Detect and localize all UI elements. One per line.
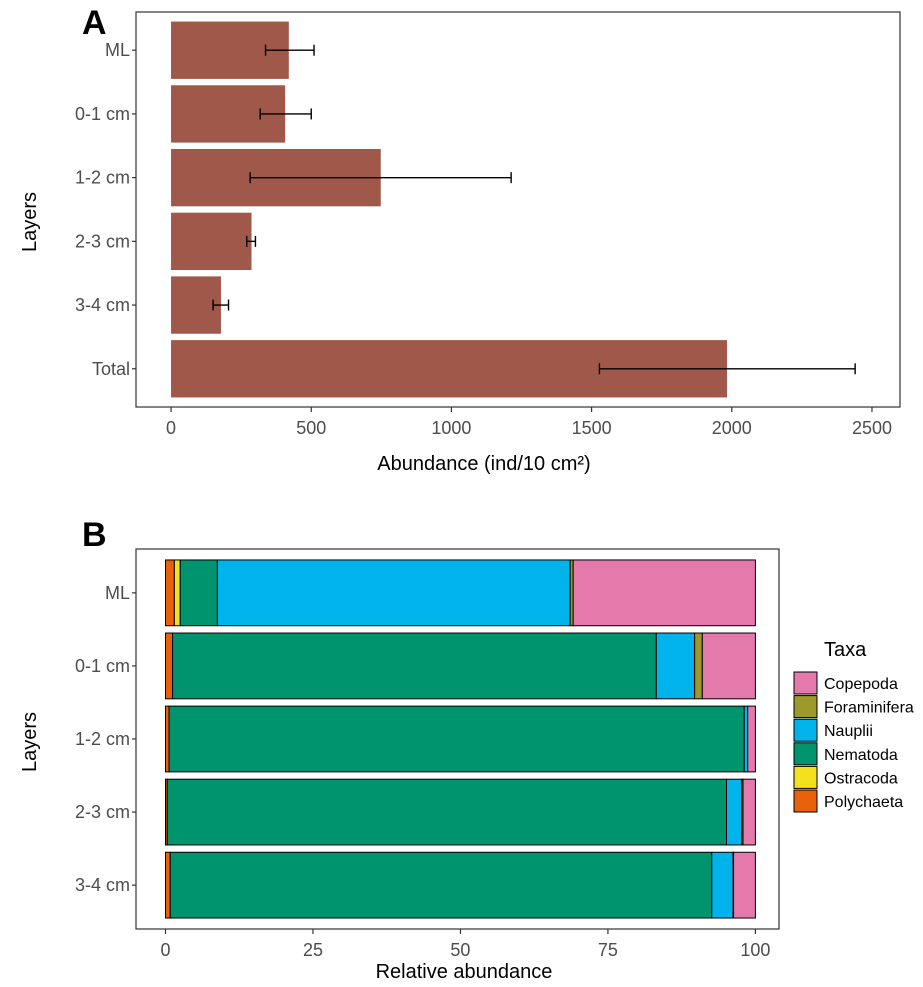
x-axis-title-a: Abundance (ind/10 cm²) [377, 453, 590, 475]
legend-label-polychaeta: Polychaeta [824, 794, 903, 811]
segment-polychaeta [164, 851, 171, 919]
y-tick-label: ML [105, 583, 130, 603]
segment-nematoda [168, 705, 745, 773]
x-tick-label: 75 [598, 940, 618, 960]
x-tick-label: 2000 [712, 418, 752, 438]
panel-letter-b: B [82, 516, 107, 554]
segment-copepoda [733, 851, 756, 919]
segment-foraminifera [694, 632, 703, 700]
y-tick-label: 2-3 cm [75, 802, 130, 822]
bar-2-3-cm [171, 212, 252, 271]
panel-letter-a: A [82, 4, 107, 42]
y-axis-b: ML 0-1 cm 1-2 cm 2-3 cm 3-4 cm [75, 583, 136, 895]
x-tick-label: 1000 [431, 418, 471, 438]
segment-copepoda [747, 705, 756, 773]
legend-label-nematoda: Nematoda [824, 747, 898, 764]
legend-label-copepoda: Copepoda [824, 676, 898, 693]
y-tick-label: 1-2 cm [75, 168, 130, 188]
legend-swatch-nematoda [793, 742, 818, 766]
segment-nauplii [743, 705, 749, 773]
y-axis-title-a: Layers [19, 192, 41, 252]
legend-swatch-ostracoda [793, 765, 818, 789]
segment-copepoda [742, 778, 756, 846]
x-tick-label: 0 [160, 940, 170, 960]
y-tick-label: 3-4 cm [75, 875, 130, 895]
y-tick-label: 2-3 cm [75, 231, 130, 251]
legend-label-ostracoda: Ostracoda [824, 770, 898, 787]
panel-b: B ML0-1 cm1-2 cm2-3 cm3-4 cm 0 25 50 75 100 … [19, 516, 914, 983]
segment-nematoda [179, 559, 218, 627]
stacked-bars-b [164, 559, 756, 919]
segment-ostracoda [173, 559, 181, 627]
x-axis-b: 0 25 50 75 100 [160, 929, 770, 960]
segment-polychaeta [164, 632, 174, 700]
segment-copepoda [572, 559, 756, 627]
legend-swatch-copepoda [793, 671, 818, 695]
legend: Taxa Copepoda Foraminifera Nauplii Nematoda… [793, 639, 914, 813]
x-tick-label: 0 [166, 418, 176, 438]
segment-nematoda [166, 778, 727, 846]
panel-a: A ML 0-1 cm 1-2 cm 2-3 cm 3-4 cm Total 0 500 10… [19, 4, 901, 475]
legend-title: Taxa [824, 639, 867, 661]
segment-nauplii [725, 778, 743, 846]
segment-copepoda [701, 632, 756, 700]
segment-nauplii [711, 851, 734, 919]
x-tick-label: 50 [450, 940, 470, 960]
y-tick-label: 1-2 cm [75, 729, 130, 749]
plot-frame-a [135, 11, 901, 408]
segment-nematoda [169, 851, 713, 919]
y-tick-label: 0-1 cm [75, 104, 130, 124]
y-tick-label: 0-1 cm [75, 656, 130, 676]
y-axis-title-b: Layers [19, 712, 41, 772]
legend-label-foraminifera: Foraminifera [824, 700, 914, 717]
x-tick-label: 1500 [572, 418, 612, 438]
y-tick-label: Total [92, 359, 130, 379]
x-tick-label: 100 [740, 940, 770, 960]
y-axis-a: ML 0-1 cm 1-2 cm 2-3 cm 3-4 cm Total [75, 40, 136, 379]
segment-nauplii [655, 632, 696, 700]
y-tick-label: 3-4 cm [75, 295, 130, 315]
x-tick-label: 500 [296, 418, 326, 438]
legend-swatch-polychaeta [793, 789, 818, 813]
legend-label-nauplii: Nauplii [824, 723, 873, 740]
x-tick-label: 2500 [852, 418, 892, 438]
bars-a [171, 21, 856, 398]
legend-swatch-nauplii [793, 718, 818, 742]
segment-polychaeta [164, 705, 170, 773]
legend-swatch-foraminifera [793, 695, 818, 719]
segment-polychaeta [164, 559, 175, 627]
x-axis-title-b: Relative abundance [376, 961, 553, 983]
segment-nauplii [216, 559, 571, 627]
segment-nematoda [172, 632, 657, 700]
y-tick-label: ML [105, 40, 130, 60]
x-axis-a: 0 500 1000 1500 2000 2500 [166, 407, 892, 438]
x-tick-label: 25 [303, 940, 323, 960]
